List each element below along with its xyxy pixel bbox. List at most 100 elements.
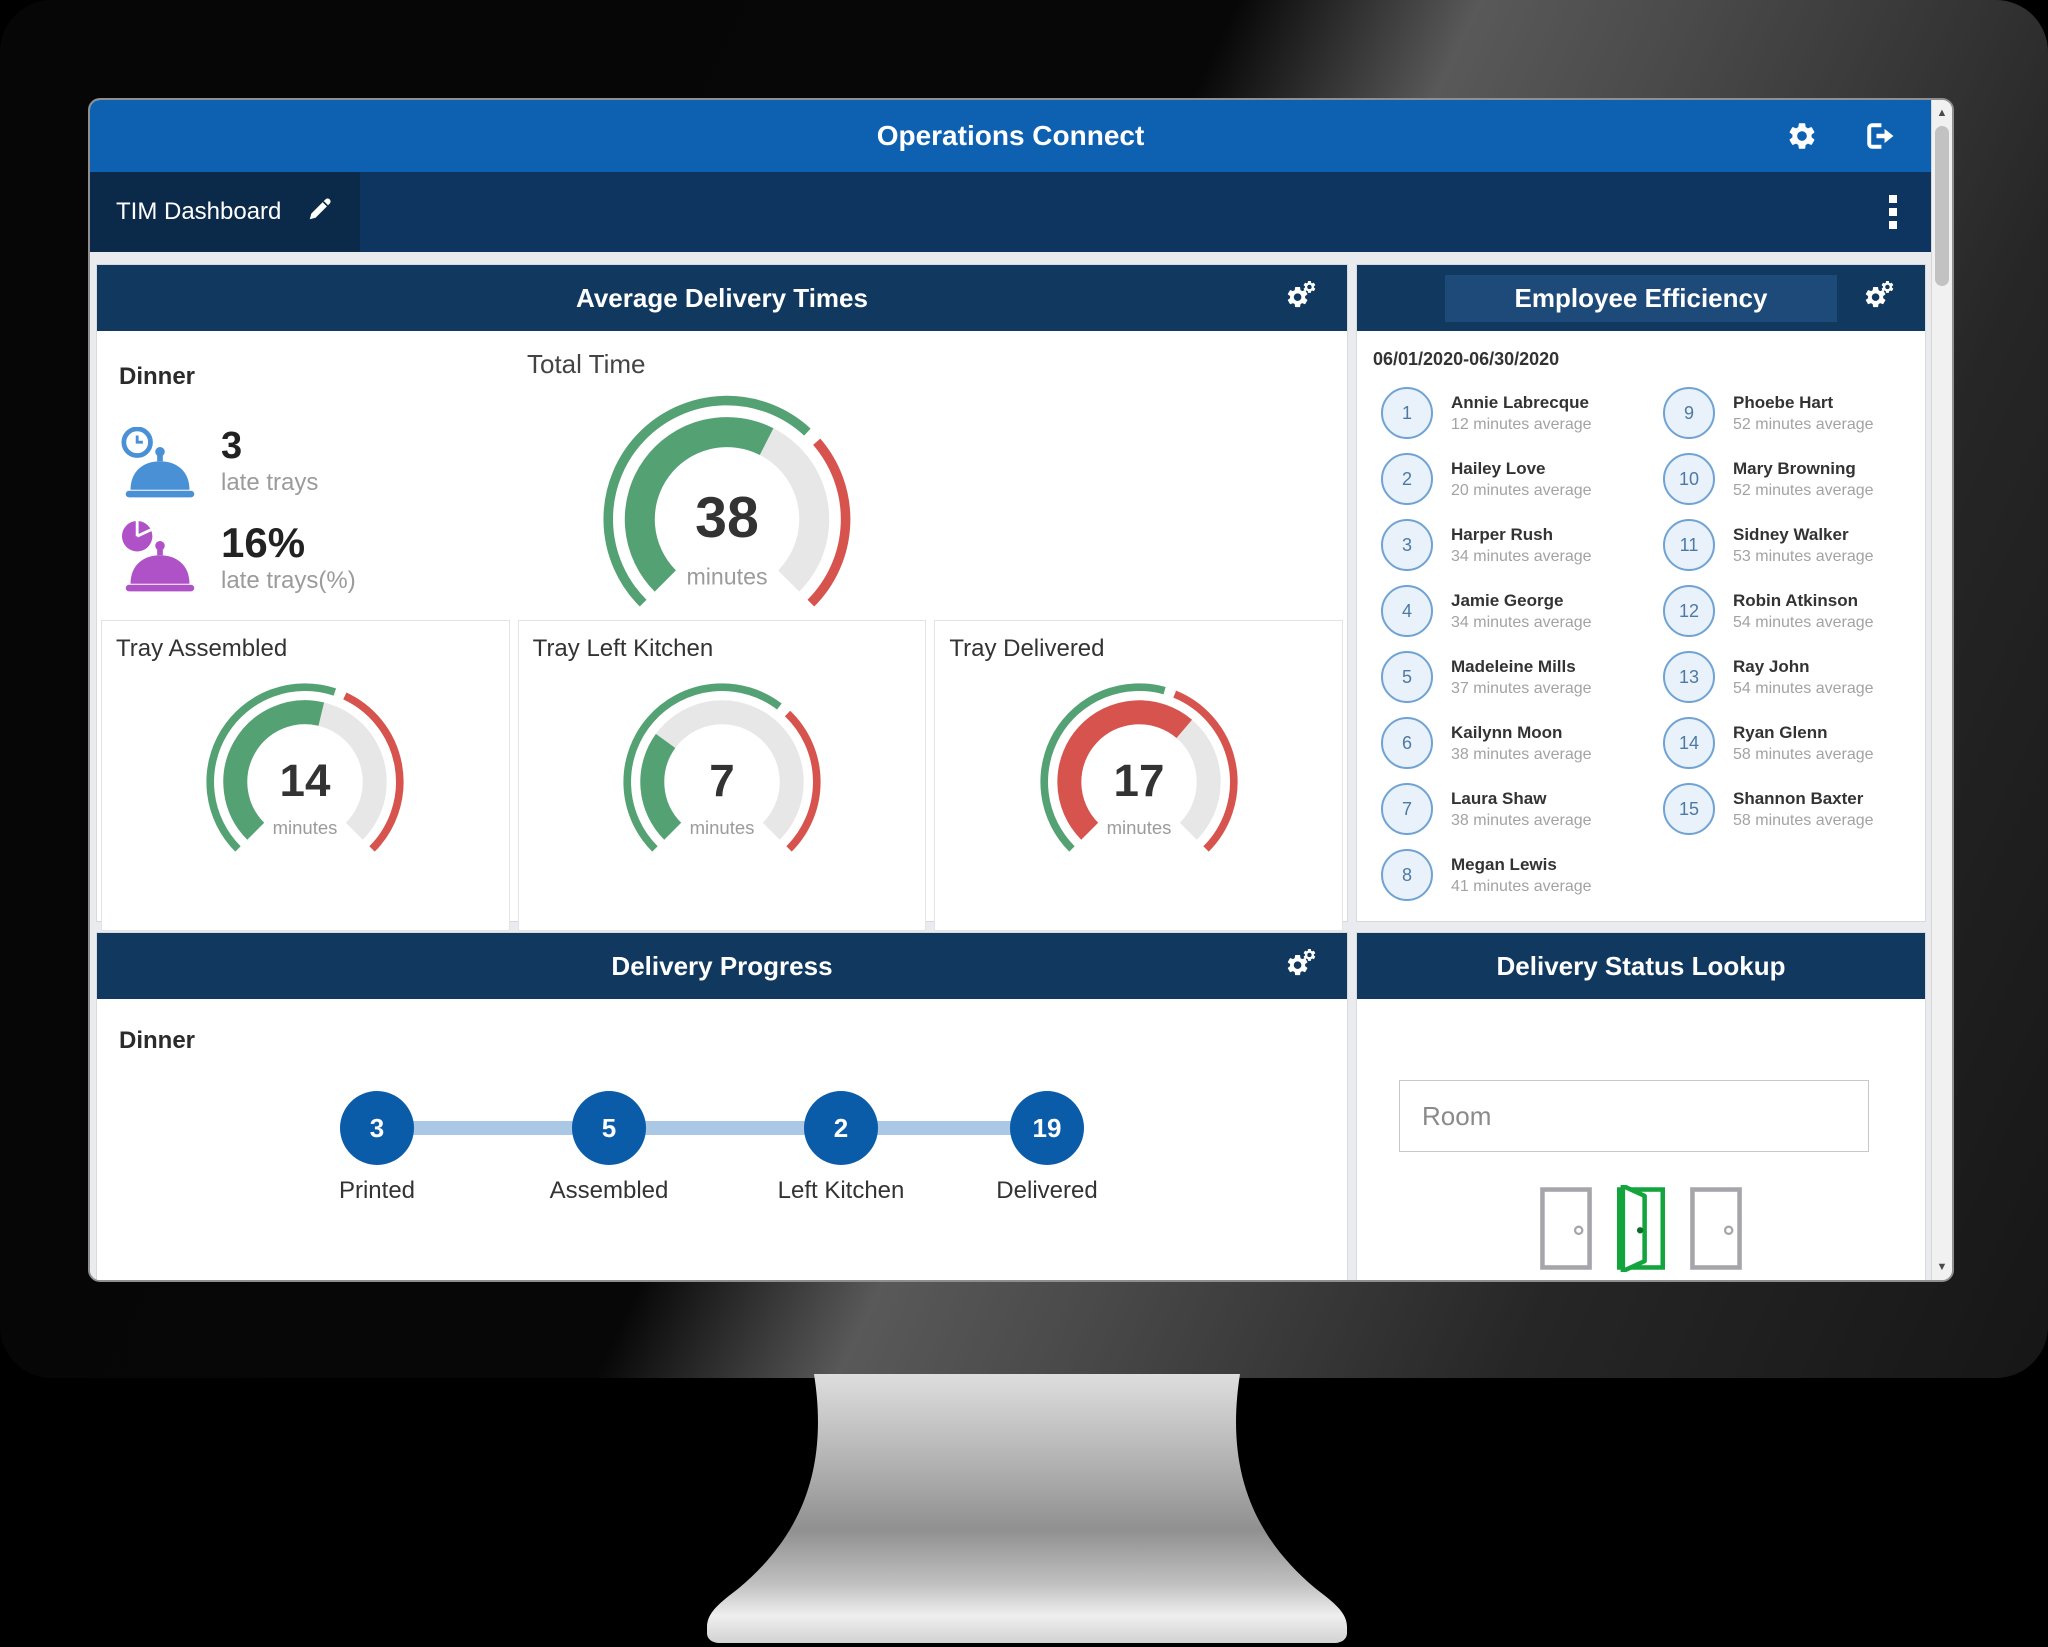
cloche-clock-icon	[121, 427, 195, 498]
late-trays-value: 3	[221, 425, 243, 467]
tab-bar: TIM Dashboard	[90, 172, 1931, 252]
late-trays-label: late trays	[221, 468, 319, 496]
svg-text:7: 7	[709, 755, 734, 806]
window-scrollbar[interactable]: ▲ ▼	[1931, 100, 1952, 1280]
employee-list-left: 1 Annie Labrecque 12 minutes average 2 H…	[1381, 380, 1651, 908]
employee-list-item: 4 Jamie George 34 minutes average	[1381, 578, 1651, 644]
employee-name: Kailynn Moon	[1451, 722, 1563, 742]
rank-badge: 5	[1381, 651, 1433, 703]
employee-average: 37 minutes average	[1451, 679, 1592, 697]
scroll-down-arrow[interactable]: ▼	[1936, 1261, 1948, 1273]
settings-gear-button[interactable]	[1785, 119, 1819, 153]
sign-out-button[interactable]	[1863, 119, 1897, 153]
employee-list-item: 14 Ryan Glenn 58 minutes average	[1663, 710, 1931, 776]
panel-title: Delivery Progress	[611, 950, 833, 981]
cell-tray-assembled: Tray Assembled 14 minutes	[101, 620, 510, 931]
gauge-chart: 17 minutes	[1040, 683, 1238, 852]
employee-name: Annie Labrecque	[1451, 392, 1589, 412]
step-label: Delivered	[996, 1177, 1098, 1204]
rank-badge: 7	[1381, 783, 1433, 835]
gauge-chart: 7 minutes	[623, 683, 821, 852]
cell-title: Tray Delivered	[949, 635, 1105, 662]
employee-name: Mary Browning	[1733, 458, 1856, 478]
tab-label: TIM Dashboard	[116, 198, 282, 225]
employee-average: 34 minutes average	[1451, 547, 1592, 565]
cogs-icon	[1861, 279, 1905, 313]
employee-list-item: 10 Mary Browning 52 minutes average	[1663, 446, 1931, 512]
date-range: 06/01/2020-06/30/2020	[1373, 349, 1560, 369]
rank-badge: 12	[1663, 585, 1715, 637]
gauge-tray-left-kitchen: 7 minutes	[519, 673, 926, 880]
gauge-tray-delivered: 17 minutes	[935, 673, 1342, 880]
svg-text:17: 17	[1113, 755, 1164, 806]
rank-badge: 11	[1663, 519, 1715, 571]
sign-out-icon	[1867, 123, 1894, 149]
employee-average: 52 minutes average	[1733, 415, 1874, 433]
rank-badge: 9	[1663, 387, 1715, 439]
employee-list-item: 15 Shannon Baxter 58 minutes average	[1663, 776, 1931, 842]
rank-badge: 13	[1663, 651, 1715, 703]
employee-name: Jamie George	[1451, 590, 1564, 610]
step-count-delivered: 19	[1010, 1091, 1084, 1165]
edit-tab-button[interactable]	[306, 195, 334, 230]
employee-list-right: 9 Phoebe Hart 52 minutes average 10 Mary…	[1663, 380, 1931, 842]
cell-title: Tray Left Kitchen	[532, 635, 714, 662]
employee-average: 12 minutes average	[1451, 415, 1592, 433]
employee-average: 20 minutes average	[1451, 481, 1592, 499]
step-count-left-kitchen: 2	[804, 1091, 878, 1165]
rank-badge: 1	[1381, 387, 1433, 439]
meal-label: Dinner	[119, 363, 196, 390]
employee-average: 53 minutes average	[1733, 547, 1874, 565]
svg-text:38: 38	[695, 486, 759, 550]
cell-tray-left-kitchen: Tray Left Kitchen 7 minutes	[517, 620, 927, 931]
cogs-icon	[1283, 279, 1327, 313]
employee-name: Phoebe Hart	[1733, 392, 1834, 412]
rank-badge: 2	[1381, 453, 1433, 505]
meal-label: Dinner	[119, 1027, 196, 1054]
cell-title: Tray Assembled	[116, 635, 288, 662]
employee-name: Laura Shaw	[1451, 788, 1547, 808]
employee-name: Shannon Baxter	[1733, 788, 1864, 808]
rank-badge: 15	[1663, 783, 1715, 835]
door-closed-icon	[1540, 1187, 1592, 1270]
employee-average: 34 minutes average	[1451, 613, 1592, 631]
step-label: Assembled	[549, 1177, 669, 1204]
rank-badge: 4	[1381, 585, 1433, 637]
panel-title: Employee Efficiency	[1444, 274, 1838, 322]
kebab-menu-icon[interactable]	[1889, 195, 1897, 229]
scroll-up-arrow[interactable]: ▲	[1936, 107, 1948, 119]
employee-list-item: 6 Kailynn Moon 38 minutes average	[1381, 710, 1651, 776]
rank-badge: 3	[1381, 519, 1433, 571]
cell-tray-delivered: Tray Delivered 17 minutes	[934, 620, 1344, 931]
door-open-icon	[1616, 1185, 1666, 1272]
panel-settings-button[interactable]	[1283, 279, 1327, 318]
cloche-pie-icon	[121, 521, 195, 592]
employee-list-item: 12 Robin Atkinson 54 minutes average	[1663, 578, 1931, 644]
tab-tim-dashboard[interactable]: TIM Dashboard	[90, 172, 360, 252]
employee-list-item: 7 Laura Shaw 38 minutes average	[1381, 776, 1651, 842]
employee-list-item: 1 Annie Labrecque 12 minutes average	[1381, 380, 1651, 446]
employee-average: 41 minutes average	[1451, 877, 1592, 895]
gauge-chart: 38 minutes	[603, 395, 851, 607]
employee-average: 52 minutes average	[1733, 481, 1874, 499]
cogs-icon	[1283, 947, 1327, 981]
total-time-label: Total Time	[527, 349, 646, 379]
gauge-total-time: 38 minutes	[567, 383, 887, 642]
employee-list-item: 5 Madeleine Mills 37 minutes average	[1381, 644, 1651, 710]
employee-average: 54 minutes average	[1733, 613, 1874, 631]
svg-text:14: 14	[280, 755, 331, 806]
room-input[interactable]	[1399, 1080, 1869, 1152]
app-window: Operations Connect TIM Dashb	[88, 98, 1954, 1282]
panel-settings-button[interactable]	[1283, 947, 1327, 986]
rank-badge: 10	[1663, 453, 1715, 505]
delivery-progress-steps: 3 Printed 5 Assembled 2 Left Kitchen 19 Del…	[97, 999, 1347, 1280]
employee-name: Ryan Glenn	[1733, 722, 1828, 742]
panel-title: Average Delivery Times	[576, 282, 868, 313]
panel-settings-button[interactable]	[1861, 279, 1905, 318]
employee-list-item: 8 Megan Lewis 41 minutes average	[1381, 842, 1651, 908]
panel-delivery-status-lookup: Delivery Status Lookup	[1356, 932, 1926, 1280]
late-trays-percent-value: 16%	[221, 519, 306, 566]
scrollbar-thumb[interactable]	[1935, 126, 1949, 286]
employee-name: Hailey Love	[1451, 458, 1546, 478]
